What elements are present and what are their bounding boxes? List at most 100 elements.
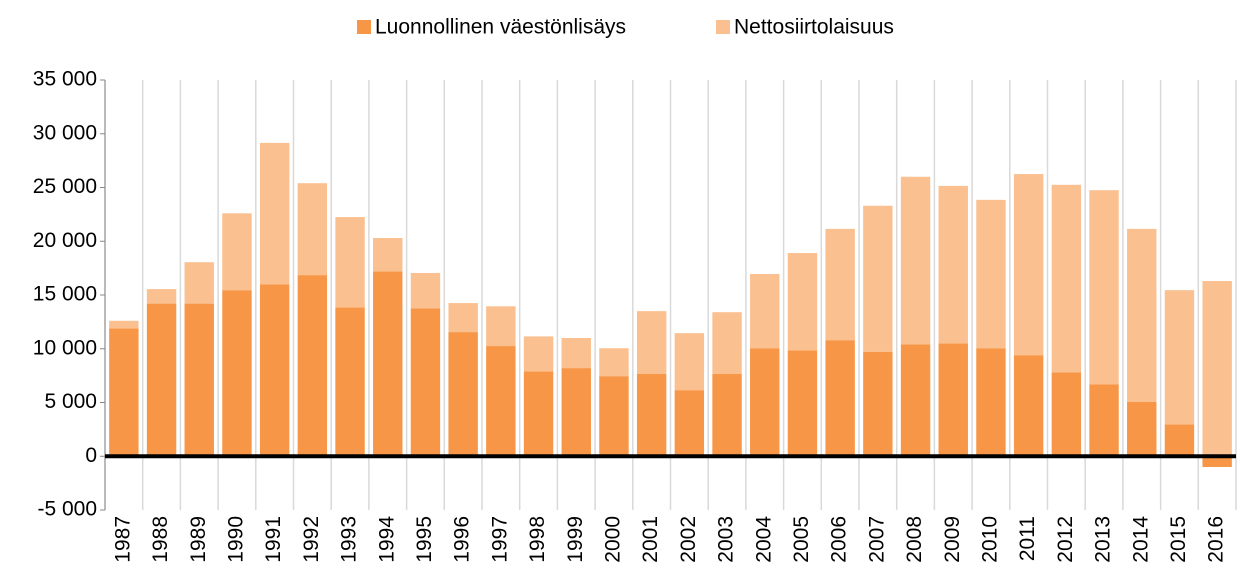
bar xyxy=(976,348,1006,457)
x-tick-label: 2003 xyxy=(715,516,738,563)
bar xyxy=(222,213,252,291)
bar xyxy=(335,217,365,308)
bar xyxy=(1202,281,1232,457)
x-tick-label: 2009 xyxy=(941,516,964,563)
y-tick-label: 35 000 xyxy=(33,68,97,91)
x-tick-label: 2006 xyxy=(828,516,851,563)
x-tick-label: 1992 xyxy=(300,516,323,563)
x-tick-label: 2008 xyxy=(903,516,926,563)
bar xyxy=(1089,384,1119,457)
bar xyxy=(259,284,290,457)
y-tick-label: -5 000 xyxy=(37,498,97,521)
x-tick-label: 2013 xyxy=(1092,516,1115,563)
bar xyxy=(787,253,818,351)
bar xyxy=(636,374,667,457)
x-tick-label: 1989 xyxy=(187,516,210,563)
bar xyxy=(863,205,893,352)
bar xyxy=(599,376,629,457)
x-tick-label: 1993 xyxy=(338,516,361,563)
bar xyxy=(373,271,403,457)
x-tick-label: 1994 xyxy=(375,516,398,563)
y-tick-label: 30 000 xyxy=(33,121,97,144)
bar xyxy=(1051,372,1082,457)
bar xyxy=(825,340,855,457)
bar xyxy=(222,290,252,457)
x-tick-label: 2012 xyxy=(1054,516,1077,563)
y-tick-label: 5 000 xyxy=(44,390,97,413)
y-tick-label: 25 000 xyxy=(33,175,97,198)
x-tick-label: 2000 xyxy=(601,516,624,563)
bar xyxy=(712,312,742,375)
bar xyxy=(900,176,931,345)
x-tick-label: 2010 xyxy=(978,516,1001,563)
bar xyxy=(259,142,290,285)
x-tick-label: 2007 xyxy=(865,516,888,563)
x-tick-label: 1997 xyxy=(488,516,511,563)
bar xyxy=(561,338,591,369)
bar xyxy=(636,311,667,375)
bar xyxy=(561,368,591,457)
legend-swatch xyxy=(716,20,730,34)
bar xyxy=(1127,228,1157,402)
bar xyxy=(938,185,968,344)
x-tick-label: 2014 xyxy=(1129,516,1152,563)
x-tick-label: 1995 xyxy=(413,516,436,563)
x-tick-label: 1996 xyxy=(451,516,474,563)
bar xyxy=(448,303,478,333)
bar xyxy=(1051,184,1082,373)
bar xyxy=(674,390,705,457)
bar xyxy=(825,228,855,341)
bar xyxy=(938,343,968,457)
bar xyxy=(146,303,177,457)
x-tick-label: 1999 xyxy=(564,516,587,563)
bar xyxy=(1164,290,1195,425)
bar xyxy=(900,344,931,457)
bar xyxy=(1013,174,1044,356)
bar xyxy=(976,199,1006,349)
bar xyxy=(184,303,214,457)
bar xyxy=(523,371,554,457)
bar xyxy=(750,348,780,457)
bar xyxy=(523,336,554,372)
bar xyxy=(787,350,818,457)
bar xyxy=(712,374,742,457)
y-tick-label: 20 000 xyxy=(33,229,97,252)
bar xyxy=(410,272,441,309)
bar xyxy=(1164,424,1195,457)
bar xyxy=(109,328,139,457)
bar xyxy=(410,308,441,457)
x-tick-label: 2004 xyxy=(752,516,775,563)
bar xyxy=(1089,190,1119,385)
y-tick-label: 0 xyxy=(85,444,97,467)
legend-label: Luonnollinen väestönlisäys xyxy=(375,16,626,39)
x-tick-label: 2001 xyxy=(639,516,662,563)
y-tick-label: 10 000 xyxy=(33,336,97,359)
bar xyxy=(674,333,705,391)
bar xyxy=(448,332,478,457)
bar xyxy=(1202,456,1232,467)
bar xyxy=(146,289,177,304)
bar xyxy=(184,262,214,304)
bar xyxy=(297,183,328,276)
y-tick-label: 15 000 xyxy=(33,283,97,306)
bar xyxy=(599,348,629,377)
x-tick-label: 1988 xyxy=(149,516,172,563)
x-tick-label: 1990 xyxy=(224,516,247,563)
x-tick-label: 2005 xyxy=(790,516,813,563)
bar xyxy=(486,346,516,457)
bar xyxy=(297,275,328,457)
bar xyxy=(750,274,780,349)
x-tick-label: 2016 xyxy=(1205,516,1228,563)
x-tick-label: 2011 xyxy=(1016,516,1039,561)
legend-swatch xyxy=(357,20,371,34)
x-tick-label: 1991 xyxy=(262,516,285,563)
x-tick-label: 1998 xyxy=(526,516,549,563)
bar xyxy=(335,307,365,457)
bar xyxy=(109,320,139,329)
x-tick-label: 1987 xyxy=(111,516,134,563)
bar xyxy=(373,238,403,272)
legend-label: Nettosiirtolaisuus xyxy=(734,16,894,39)
bar xyxy=(486,306,516,347)
bar xyxy=(1013,355,1044,457)
